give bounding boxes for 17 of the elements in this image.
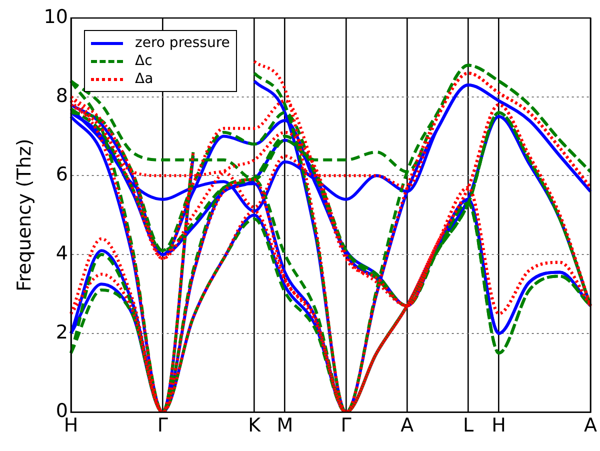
x-tick-label: Γ [340,414,352,437]
y-tick-label: 6 [56,164,68,186]
x-tick-label: H [492,414,506,437]
x-tick-label: M [276,414,294,437]
y-tick-label: 4 [56,242,68,264]
y-tick-label: 8 [56,84,68,107]
legend-label: Δc [135,52,152,70]
x-tick-label: A [400,414,414,437]
y-axis-title: Frequency (Thz) [13,138,36,292]
x-tick-label: K [248,414,262,437]
x-tick-label: Γ [157,414,168,437]
legend-label: Δa [135,70,154,88]
y-tick-label: 2 [56,321,68,344]
x-tick-label: L [462,414,474,437]
x-tick-label: A [584,414,597,437]
legend-label: zero pressure [135,34,230,52]
y-tick-label: 10 [44,6,68,28]
